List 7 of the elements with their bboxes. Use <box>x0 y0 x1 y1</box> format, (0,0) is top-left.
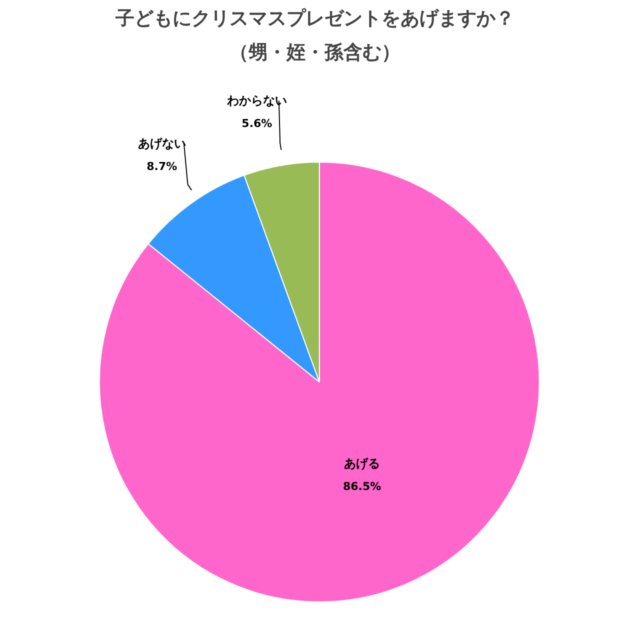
data-label: 5.6% <box>242 117 272 130</box>
chart-title: 子どもにクリスマスプレゼントをあげますか？ <box>114 8 514 30</box>
data-label: 8.7% <box>146 160 178 173</box>
chart-subtitle: （甥・姪・孫含む） <box>230 42 400 64</box>
data-label: 86.5% <box>342 480 382 494</box>
slice-label: あげる <box>344 456 380 471</box>
slice-label: わからない <box>226 94 287 108</box>
